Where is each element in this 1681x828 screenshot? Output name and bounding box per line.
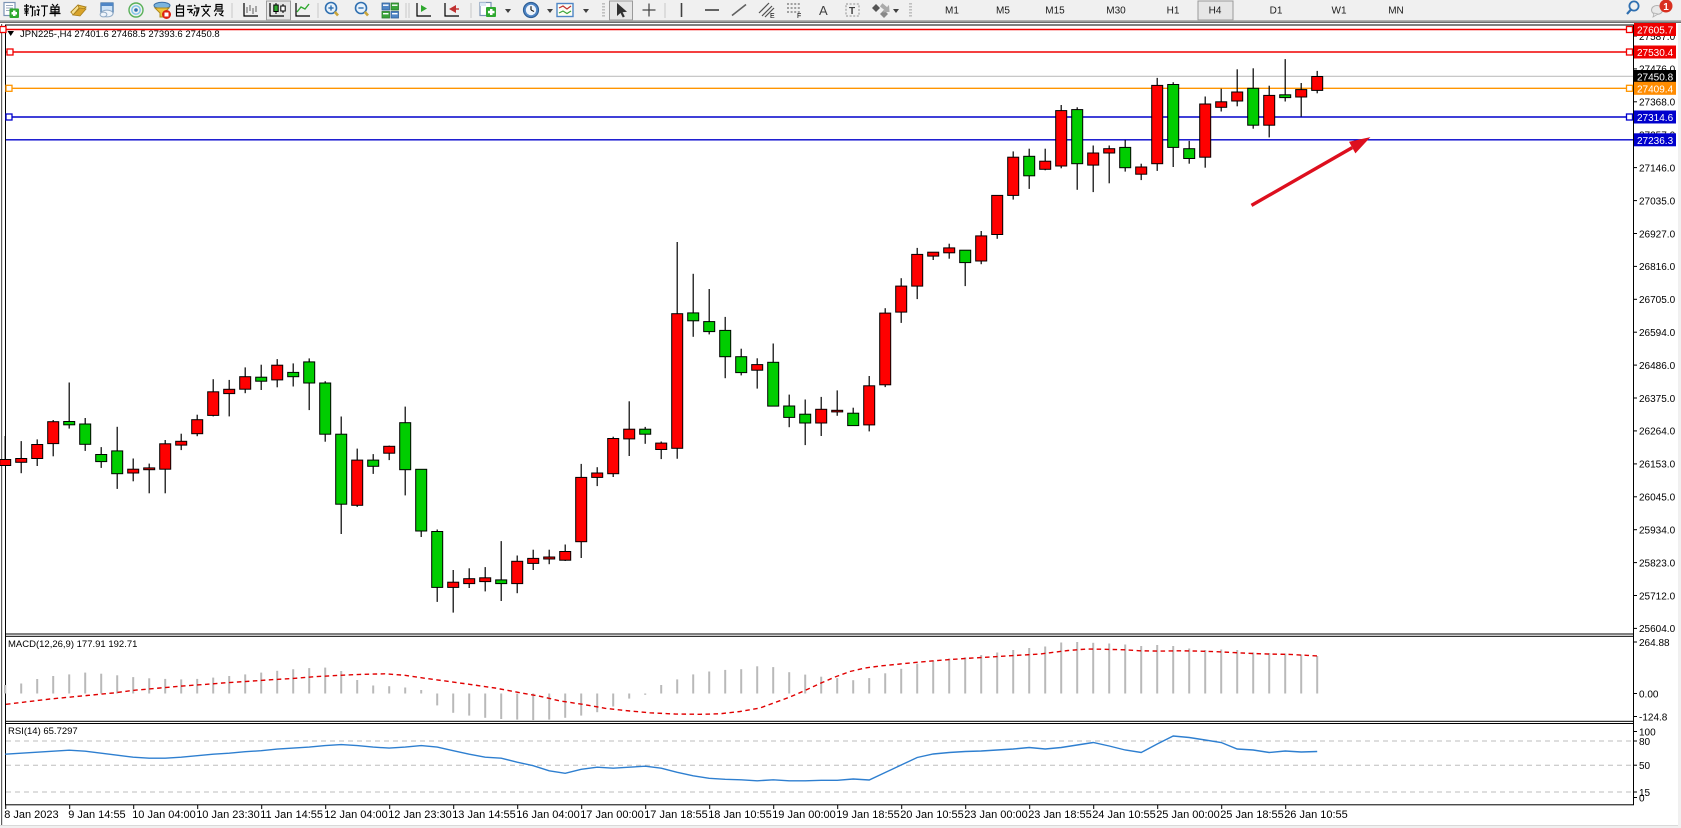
svg-text:M1: M1 <box>945 6 959 17</box>
svg-text:W1: W1 <box>1332 6 1347 17</box>
svg-text:26486.0: 26486.0 <box>1639 361 1676 372</box>
svg-text:17 Jan 00:00: 17 Jan 00:00 <box>580 809 644 821</box>
svg-text:27530.4: 27530.4 <box>1637 48 1674 59</box>
svg-text:12 Jan 23:30: 12 Jan 23:30 <box>388 809 452 821</box>
svg-text:27368.0: 27368.0 <box>1639 98 1676 109</box>
svg-text:15: 15 <box>1639 788 1651 799</box>
svg-text:19 Jan 00:00: 19 Jan 00:00 <box>772 809 836 821</box>
svg-text:H1: H1 <box>1167 6 1180 17</box>
svg-text:25712.0: 25712.0 <box>1639 591 1676 602</box>
svg-text:264.88: 264.88 <box>1639 638 1670 649</box>
svg-text:26816.0: 26816.0 <box>1639 262 1676 273</box>
svg-text:27236.3: 27236.3 <box>1637 136 1674 147</box>
svg-text:23 Jan 18:55: 23 Jan 18:55 <box>1028 809 1092 821</box>
svg-text:18 Jan 10:55: 18 Jan 10:55 <box>708 809 772 821</box>
svg-text:10 Jan 23:30: 10 Jan 23:30 <box>196 809 260 821</box>
svg-text:26705.0: 26705.0 <box>1639 295 1676 306</box>
svg-text:11 Jan 14:55: 11 Jan 14:55 <box>260 809 323 821</box>
svg-text:27146.0: 27146.0 <box>1639 163 1676 174</box>
svg-text:17 Jan 18:55: 17 Jan 18:55 <box>644 809 708 821</box>
svg-text:10 Jan 04:00: 10 Jan 04:00 <box>132 809 196 821</box>
svg-text:20 Jan 10:55: 20 Jan 10:55 <box>900 809 964 821</box>
svg-text:16 Jan 04:00: 16 Jan 04:00 <box>516 809 580 821</box>
svg-text:27587.0: 27587.0 <box>1639 32 1676 43</box>
svg-text:0: 0 <box>1639 793 1645 804</box>
svg-text:-124.8: -124.8 <box>1639 712 1668 723</box>
svg-text:19 Jan 18:55: 19 Jan 18:55 <box>836 809 900 821</box>
svg-text:26594.0: 26594.0 <box>1639 328 1676 339</box>
svg-text:25934.0: 25934.0 <box>1639 526 1676 537</box>
svg-text:D1: D1 <box>1270 6 1283 17</box>
svg-text:H4: H4 <box>1209 6 1222 17</box>
svg-text:25 Jan 18:55: 25 Jan 18:55 <box>1220 809 1284 821</box>
svg-text:M5: M5 <box>996 6 1010 17</box>
svg-text:MACD(12,26,9) 177.91 192.71: MACD(12,26,9) 177.91 192.71 <box>8 639 137 650</box>
svg-text:26 Jan 10:55: 26 Jan 10:55 <box>1284 809 1348 821</box>
svg-text:26264.0: 26264.0 <box>1639 427 1676 438</box>
svg-text:M15: M15 <box>1045 6 1065 17</box>
svg-text:24 Jan 10:55: 24 Jan 10:55 <box>1092 809 1156 821</box>
svg-text:MN: MN <box>1388 6 1404 17</box>
svg-text:A: A <box>819 3 828 18</box>
svg-text:26927.0: 26927.0 <box>1639 229 1676 240</box>
svg-text:M30: M30 <box>1106 6 1126 17</box>
svg-text:27450.8: 27450.8 <box>1637 73 1674 84</box>
svg-text:JPN225-,H4 27401.6 27468.5 27: JPN225-,H4 27401.6 27468.5 27393.6 27450… <box>20 29 220 40</box>
svg-text:26045.0: 26045.0 <box>1639 493 1676 504</box>
svg-text:E: E <box>770 13 775 20</box>
svg-text:26153.0: 26153.0 <box>1639 460 1676 471</box>
svg-text:23 Jan 00:00: 23 Jan 00:00 <box>964 809 1028 821</box>
svg-text:100: 100 <box>1639 727 1656 738</box>
svg-text:1: 1 <box>1663 2 1669 13</box>
svg-text:80: 80 <box>1639 737 1651 748</box>
svg-text:27035.0: 27035.0 <box>1639 196 1676 207</box>
svg-text:50: 50 <box>1639 761 1651 772</box>
svg-text:27314.6: 27314.6 <box>1637 113 1674 124</box>
svg-text:25823.0: 25823.0 <box>1639 558 1676 569</box>
svg-text:27409.4: 27409.4 <box>1637 84 1674 95</box>
svg-text:RSI(14) 65.7297: RSI(14) 65.7297 <box>8 726 78 737</box>
svg-text:T: T <box>849 6 855 17</box>
svg-text:27605.7: 27605.7 <box>1637 26 1674 37</box>
svg-text:0.00: 0.00 <box>1639 689 1659 700</box>
svg-text:25604.0: 25604.0 <box>1639 624 1676 635</box>
svg-text:9 Jan 14:55: 9 Jan 14:55 <box>68 809 126 821</box>
svg-text:25 Jan 00:00: 25 Jan 00:00 <box>1156 809 1220 821</box>
svg-text:F: F <box>797 13 801 20</box>
svg-text:26375.0: 26375.0 <box>1639 394 1676 405</box>
svg-text:8 Jan 2023: 8 Jan 2023 <box>4 809 58 821</box>
svg-text:12 Jan 04:00: 12 Jan 04:00 <box>324 809 388 821</box>
svg-text:13 Jan 14:55: 13 Jan 14:55 <box>452 809 516 821</box>
